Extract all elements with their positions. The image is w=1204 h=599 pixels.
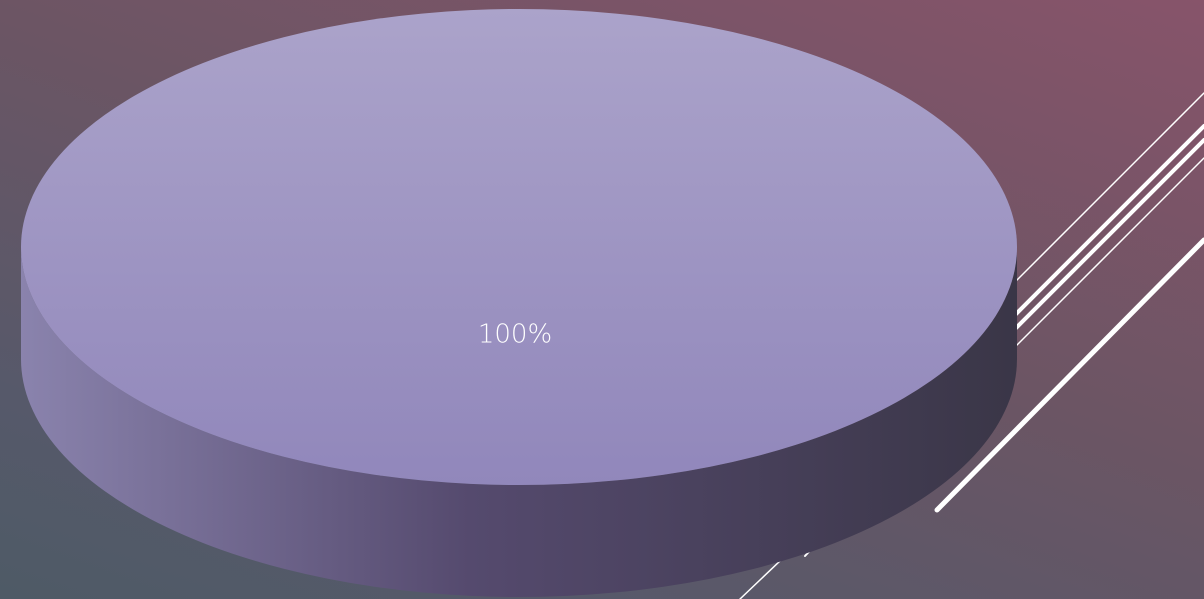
deco-line-3 [1006,138,1204,338]
pie-chart: 100% [21,9,1017,597]
deco-line-2 [1008,124,1204,322]
deco-line-5 [934,237,1204,513]
deco-line-4 [1005,157,1204,357]
pie-slice-side [21,247,1017,597]
deco-line-1 [1013,92,1204,284]
pie-slice [21,9,1017,485]
pie-data-label: 100% [478,320,552,350]
